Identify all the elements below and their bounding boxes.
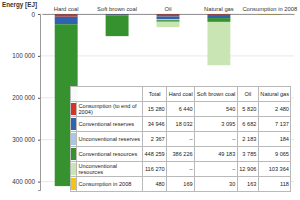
x-tick: Soft brown coal — [97, 6, 137, 14]
y-tick-mark — [38, 140, 40, 141]
table-cell: 3 095 — [195, 117, 238, 132]
x-tick: Natural gas — [204, 6, 234, 14]
y-tick-label: 0 — [31, 11, 35, 18]
bar-segment — [157, 22, 180, 27]
legend-swatch — [71, 148, 76, 160]
table-cell: 2 480 — [258, 102, 291, 117]
x-tick-label: Hard coal — [54, 6, 79, 12]
table-header: TotalHard coalSoft brown coalOilNatural … — [71, 87, 291, 102]
bar-segment — [207, 18, 230, 22]
bar-segment — [55, 17, 78, 25]
table-row: Unconventional reserves2 367––2 183184 — [71, 132, 291, 147]
table-cell: 103 364 — [258, 162, 291, 177]
table-cell: 7 137 — [258, 117, 291, 132]
bar-segment — [157, 16, 180, 19]
table-row: Conventional resources448 259386 22649 1… — [71, 147, 291, 162]
table-cell: 118 — [258, 177, 291, 192]
bar-segment — [55, 24, 78, 186]
table-cell: 12 906 — [237, 162, 258, 177]
table-cell: 116 270 — [143, 162, 167, 177]
row-label: Unconventional reserves — [77, 132, 143, 147]
bar-segment — [207, 15, 230, 18]
table-cell: 3 785 — [237, 147, 258, 162]
table-cell: 30 — [195, 177, 238, 192]
y-tick-mark — [38, 98, 40, 99]
x-axis: Hard coal Soft brown coal Oil Natural gas Co… — [43, 6, 298, 15]
bar-segment — [207, 22, 230, 65]
x-tick: Hard coal — [54, 6, 79, 14]
table-cell: 9 065 — [258, 147, 291, 162]
y-tick-label: 200 000 — [12, 94, 35, 101]
y-tick-mark — [38, 182, 40, 183]
y-tick-mark — [38, 14, 40, 15]
y-tick: 100 000 — [12, 52, 40, 59]
y-tick-label: 300 000 — [12, 136, 35, 143]
table-cell: 163 — [237, 177, 258, 192]
table-cell: 448 259 — [143, 147, 167, 162]
x-tick: Consumption in 2008 — [242, 6, 297, 14]
bar-segment — [157, 20, 180, 22]
x-tick: Oil — [164, 6, 171, 14]
x-tick-label: Consumption in 2008 — [242, 6, 297, 12]
column-header: Oil — [237, 87, 258, 102]
table-row: Unconventional resources116 270––12 9061… — [71, 162, 291, 177]
column-header: Hard coal — [167, 87, 195, 102]
table-row: Consumption (to end of 2004)15 2806 4405… — [71, 102, 291, 117]
table-cell: 169 — [167, 177, 195, 192]
table-row: Consumption in 200848016930163118 — [71, 177, 291, 192]
table-cell: 540 — [195, 102, 238, 117]
row-label: Unconventional resources — [77, 162, 143, 177]
table-cell: – — [167, 132, 195, 147]
y-tick: 300 000 — [12, 136, 40, 143]
bar-segment — [106, 16, 129, 37]
legend-swatch — [71, 163, 76, 175]
x-tick-label: Oil — [164, 6, 171, 12]
table-cell: 15 280 — [143, 102, 167, 117]
column-header: Soft brown coal — [195, 87, 238, 102]
table-cell: 2 183 — [237, 132, 258, 147]
table-cell: 18 032 — [167, 117, 195, 132]
legend-swatch — [71, 133, 76, 145]
table-cell: 184 — [258, 132, 291, 147]
column-header: Total — [143, 87, 167, 102]
table-cell: 2 367 — [143, 132, 167, 147]
data-table: TotalHard coalSoft brown coalOilNatural … — [70, 86, 291, 192]
table-cell: 6 682 — [237, 117, 258, 132]
table-cell: 386 226 — [167, 147, 195, 162]
y-axis-line — [38, 15, 41, 191]
y-tick-label: 100 000 — [12, 52, 35, 59]
table-cell: 5 820 — [237, 102, 258, 117]
table-cell: 34 946 — [143, 117, 167, 132]
x-tick-label: Soft brown coal — [97, 6, 137, 12]
column-header: Natural gas — [258, 87, 291, 102]
table-cell: – — [195, 132, 238, 147]
y-axis: 0 100 000 200 000 300 000 400 000 — [12, 11, 40, 191]
row-label: Consumption in 2008 — [77, 177, 143, 192]
y-axis-title: Energy [EJ] — [2, 1, 37, 9]
legend-swatch — [71, 118, 76, 130]
row-label: Conventional resources — [77, 147, 143, 162]
y-tick: 200 000 — [12, 94, 40, 101]
y-tick-mark — [38, 56, 40, 57]
y-tick: 400 000 — [12, 178, 40, 185]
x-axis-line — [43, 14, 295, 15]
y-tick-label: 400 000 — [12, 178, 35, 185]
row-label: Consumption (to end of 2004) — [77, 102, 143, 117]
grid-line — [40, 55, 294, 56]
y-tick: 0 — [31, 11, 40, 18]
table-cell: 480 — [143, 177, 167, 192]
row-label: Conventional reserves — [77, 117, 143, 132]
x-tick-label: Natural gas — [204, 6, 234, 12]
table-cell: 49 183 — [195, 147, 238, 162]
legend-swatch — [71, 178, 76, 190]
table-cell: 6 440 — [167, 102, 195, 117]
table-cell: – — [195, 162, 238, 177]
table-row: Conventional reserves34 94618 0323 0956 … — [71, 117, 291, 132]
header-blank — [71, 87, 143, 102]
table-cell: – — [167, 162, 195, 177]
legend-swatch — [71, 103, 76, 115]
